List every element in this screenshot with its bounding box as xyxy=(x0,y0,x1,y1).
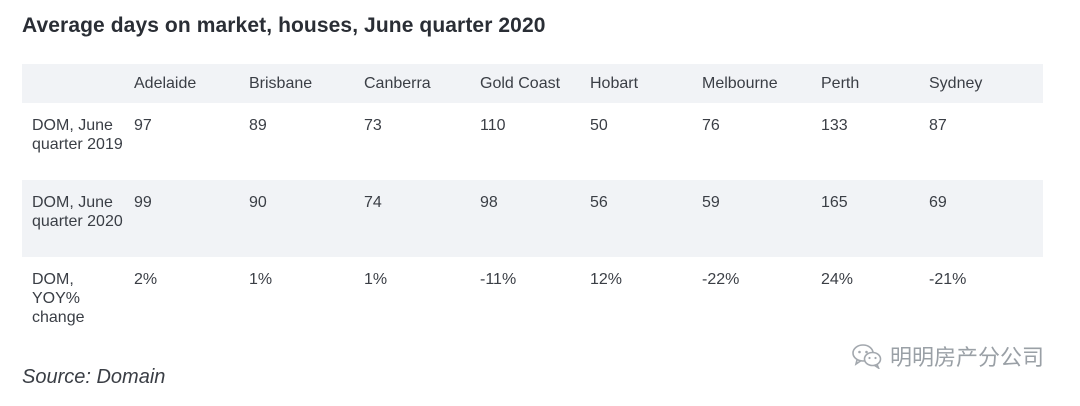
table-header-row: Adelaide Brisbane Canberra Gold Coast Ho… xyxy=(22,64,1043,103)
table-cell: 99 xyxy=(134,194,152,211)
header-cell-sydney: Sydney xyxy=(929,74,983,92)
row-label: DOM, June quarter 2020 xyxy=(32,194,123,230)
table-cell: 110 xyxy=(480,117,506,134)
table-cell: 56 xyxy=(590,194,608,211)
header-cell-gold-coast: Gold Coast xyxy=(480,74,561,92)
header-cell-perth: Perth xyxy=(821,74,860,92)
table-cell: 89 xyxy=(249,117,267,134)
row-label: DOM, June quarter 2019 xyxy=(32,117,123,153)
header-cell-brisbane: Brisbane xyxy=(249,74,313,92)
table-cell: -22% xyxy=(702,271,740,288)
table-cell: 76 xyxy=(702,117,720,134)
page-title: Average days on market, houses, June qua… xyxy=(22,14,546,37)
table-cell: -11% xyxy=(480,271,517,288)
table-cell: 133 xyxy=(821,117,848,134)
data-table: Adelaide Brisbane Canberra Gold Coast Ho… xyxy=(22,64,1043,334)
table-cell: 90 xyxy=(249,194,267,211)
table-row: DOM, June quarter 2019 97 89 73 110 50 7… xyxy=(22,103,1043,180)
wechat-icon xyxy=(852,343,882,369)
row-label: DOM, YOY% change xyxy=(32,271,85,326)
watermark-text: 明明房产分公司 xyxy=(889,346,1044,371)
source-note: Source: Domain xyxy=(22,366,166,388)
header-cell-canberra: Canberra xyxy=(364,74,431,92)
table-cell: 12% xyxy=(590,271,623,288)
table-cell: 1% xyxy=(364,271,388,288)
table-cell: 165 xyxy=(821,194,848,211)
header-cell-melbourne: Melbourne xyxy=(702,74,778,92)
header-cell-empty xyxy=(22,64,134,103)
table-cell: 1% xyxy=(249,271,273,288)
table-row: DOM, YOY% change 2% 1% 1% -11% 12% -22% … xyxy=(22,257,1043,334)
table-cell: 69 xyxy=(929,194,947,211)
table-cell: 59 xyxy=(702,194,720,211)
header-cell-adelaide: Adelaide xyxy=(134,74,197,92)
table-cell: 73 xyxy=(364,117,382,134)
table-cell: 24% xyxy=(821,271,854,288)
table-cell: 87 xyxy=(929,117,947,134)
table-cell: 50 xyxy=(590,117,608,134)
table-row: DOM, June quarter 2020 99 90 74 98 56 59… xyxy=(22,180,1043,257)
table-cell: 98 xyxy=(480,194,498,211)
table-cell: 97 xyxy=(134,117,152,134)
watermark: 明明房产分公司 xyxy=(852,340,1044,372)
table-cell: -21% xyxy=(929,271,967,288)
table-cell: 2% xyxy=(134,271,158,288)
header-cell-hobart: Hobart xyxy=(590,74,639,92)
table-cell: 74 xyxy=(364,194,382,211)
